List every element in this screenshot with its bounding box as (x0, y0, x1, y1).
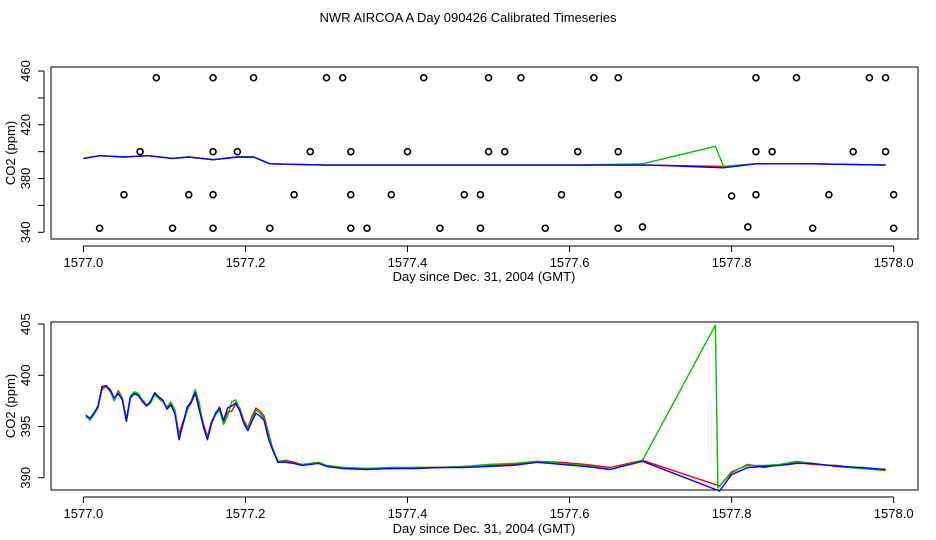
series-blue (83, 154, 886, 169)
calibration-marker (136, 147, 144, 156)
y-tick-label: 460 (18, 60, 33, 82)
bottom-panel: 1577.0 1577.2 1577.4 1577.6 1577.8 1578.0 390… (3, 313, 919, 536)
y-tick-label: 405 (18, 313, 33, 335)
calibration-marker (209, 147, 217, 156)
top-x-axis: 1577.0 1577.2 1577.4 1577.6 1577.8 1578.0 (64, 245, 914, 270)
calibration-marker (484, 73, 493, 82)
calibration-marker (209, 73, 217, 82)
calibration-marker (808, 224, 817, 233)
calibration-marker (744, 223, 752, 231)
calibration-marker (865, 73, 874, 82)
calibration-marker (517, 73, 525, 82)
top-y-axis-label: CO2 (ppm) (3, 121, 18, 185)
calibration-marker (387, 190, 396, 199)
calibration-marker (614, 190, 622, 199)
x-tick-label: 1577.4 (388, 255, 428, 270)
calibration-marker (209, 190, 217, 199)
y-tick-label: 395 (18, 416, 33, 438)
calibration-marker (436, 224, 444, 233)
calibration-marker (476, 190, 485, 199)
bottom-x-axis: 1577.0 1577.2 1577.4 1577.6 1577.8 1578.0 (64, 496, 914, 521)
calibration-marker (476, 224, 485, 233)
bottom-y-axis-label: CO2 (ppm) (3, 374, 18, 438)
top-plot-frame (50, 66, 919, 240)
calibration-marker (347, 147, 355, 156)
calibration-marker (752, 73, 760, 82)
x-tick-label: 1577.8 (712, 506, 752, 521)
calibration-marker (889, 190, 898, 199)
calibration-marker (541, 224, 550, 233)
x-tick-label: 1577.6 (550, 255, 590, 270)
calibration-marker (403, 147, 412, 156)
y-tick-label: 420 (18, 114, 33, 136)
x-tick-label: 1578.0 (874, 506, 914, 521)
calibration-marker (792, 73, 801, 82)
calibration-marker (590, 73, 598, 82)
series-green (85, 324, 886, 489)
top-series (83, 145, 886, 169)
y-tick-label: 390 (18, 467, 33, 489)
calibration-marker (322, 73, 331, 82)
calibration-marker (500, 147, 509, 156)
calibration-marker (881, 73, 890, 82)
x-tick-label: 1577.6 (550, 506, 590, 521)
calibration-marker (573, 147, 582, 156)
x-tick-label: 1577.0 (64, 506, 104, 521)
calibration-marker (881, 147, 890, 156)
calibration-marker (849, 147, 857, 156)
top-panel: 1577.0 1577.2 1577.4 1577.6 1577.8 1578.0 340… (3, 60, 919, 284)
calibration-marker (209, 224, 217, 233)
bottom-x-axis-label: Day since Dec. 31, 2004 (GMT) (393, 521, 576, 536)
x-tick-label: 1578.0 (874, 255, 914, 270)
calibration-marker (152, 73, 161, 82)
series-blue (85, 384, 886, 492)
calibration-marker (306, 147, 315, 156)
calibration-marker (557, 190, 566, 199)
calibration-marker (290, 190, 298, 199)
chart-title: NWR AIRCOA A Day 090426 Calibrated Times… (320, 10, 617, 25)
calibration-marker (168, 224, 177, 233)
y-tick-label: 340 (18, 221, 33, 243)
calibration-marker (363, 224, 371, 233)
calibration-marker (265, 224, 274, 233)
bottom-series (85, 324, 886, 492)
calibration-marker (460, 190, 469, 199)
x-tick-label: 1577.4 (388, 506, 428, 521)
top-x-axis-label: Day since Dec. 31, 2004 (GMT) (393, 269, 576, 284)
calibration-marker (184, 190, 193, 199)
calibration-marker (347, 190, 355, 199)
calibration-marker (484, 147, 493, 156)
x-tick-label: 1577.8 (712, 255, 752, 270)
top-y-axis: 340 380 420 460 (18, 60, 45, 243)
calibration-marker (752, 147, 760, 156)
calibration-marker (233, 147, 242, 156)
calibration-marker (120, 190, 128, 199)
calibration-marker (825, 190, 833, 199)
calibration-marker (614, 147, 622, 156)
calibration-marker (768, 147, 776, 156)
calibration-marker (752, 190, 760, 199)
calibration-marker (419, 73, 428, 82)
calibration-marker (638, 223, 647, 231)
bottom-plot-frame (50, 321, 919, 491)
y-tick-label: 400 (18, 364, 33, 386)
calibration-marker (614, 224, 622, 233)
calibration-marker (889, 224, 898, 233)
calibration-marker (338, 73, 347, 82)
x-tick-label: 1577.2 (226, 255, 266, 270)
bottom-y-axis: 390 395 400 405 (18, 313, 45, 489)
calibration-marker (95, 224, 104, 233)
calibration-marker (249, 73, 258, 82)
calibration-marker (347, 224, 355, 233)
top-markers (95, 73, 898, 233)
y-tick-label: 380 (18, 168, 33, 190)
x-tick-label: 1577.2 (226, 506, 266, 521)
calibration-marker (727, 192, 736, 200)
x-tick-label: 1577.0 (64, 255, 104, 270)
calibration-marker (614, 73, 622, 82)
